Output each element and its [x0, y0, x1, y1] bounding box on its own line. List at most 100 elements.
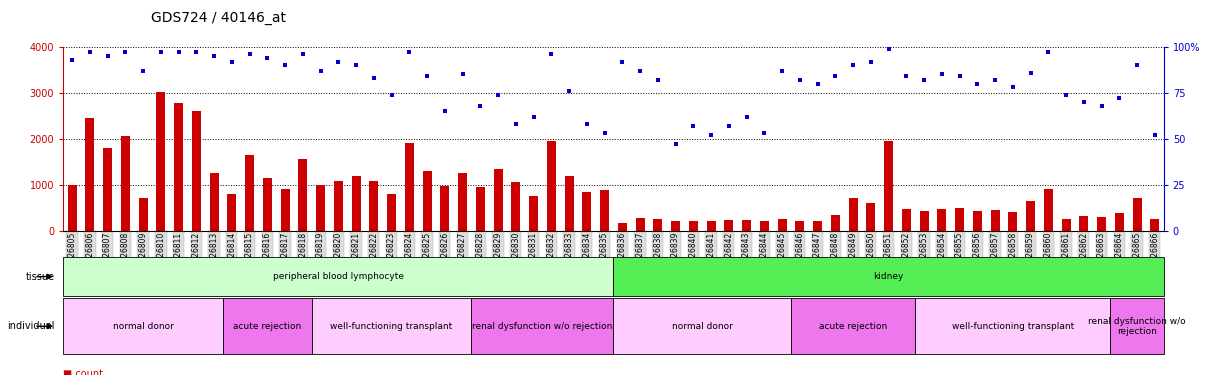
Bar [1062, 219, 1070, 231]
Text: individual: individual [7, 321, 55, 331]
Bar [564, 176, 574, 231]
Bar [192, 111, 201, 231]
Point [223, 58, 242, 64]
Text: peripheral blood lymphocyte: peripheral blood lymphocyte [272, 272, 404, 281]
Bar [955, 208, 964, 231]
Point [489, 92, 508, 98]
Text: tissue: tissue [26, 272, 55, 282]
Bar [246, 155, 254, 231]
Point [506, 121, 525, 127]
Point [844, 62, 863, 68]
Bar [103, 148, 112, 231]
Point [985, 77, 1004, 83]
Bar [831, 214, 840, 231]
Bar [778, 219, 787, 231]
Text: acute rejection: acute rejection [233, 322, 302, 331]
Point [1092, 103, 1111, 109]
Bar [902, 210, 911, 231]
Bar [795, 221, 804, 231]
Bar [742, 220, 751, 231]
Bar [157, 92, 165, 231]
Bar [405, 143, 413, 231]
Text: kidney: kidney [873, 272, 903, 281]
Point [417, 73, 437, 79]
Point [204, 53, 224, 59]
Bar [512, 182, 520, 231]
Bar [1132, 198, 1142, 231]
Bar [1080, 216, 1088, 231]
Bar [671, 220, 680, 231]
Point [134, 68, 153, 74]
Point [630, 68, 649, 74]
Point [737, 114, 756, 120]
Point [1003, 84, 1023, 90]
Point [772, 68, 792, 74]
Bar [387, 194, 396, 231]
Bar [316, 185, 325, 231]
Bar [351, 176, 360, 231]
Point [1127, 62, 1147, 68]
Point [719, 123, 738, 129]
Text: normal donor: normal donor [671, 322, 733, 331]
Point [613, 58, 632, 64]
Bar [458, 173, 467, 231]
Point [879, 46, 899, 52]
Bar [227, 194, 236, 231]
Point [169, 50, 188, 55]
Text: renal dysfunction w/o
rejection: renal dysfunction w/o rejection [1088, 316, 1186, 336]
Bar [68, 185, 77, 231]
Bar [991, 210, 1000, 231]
Bar [1115, 213, 1124, 231]
Point [62, 57, 81, 63]
Bar [653, 219, 663, 231]
Point [595, 130, 614, 136]
Text: ■ count: ■ count [63, 369, 103, 375]
Bar [120, 136, 130, 231]
Point [914, 77, 934, 83]
Text: well-functioning transplant: well-functioning transplant [331, 322, 452, 331]
Point [1074, 99, 1093, 105]
Point [311, 68, 331, 74]
Bar [884, 141, 893, 231]
Point [666, 141, 686, 147]
Point [97, 53, 117, 59]
Point [1038, 50, 1058, 55]
Point [258, 55, 277, 61]
Point [541, 51, 561, 57]
Point [1145, 132, 1165, 138]
Text: GDS724 / 40146_at: GDS724 / 40146_at [151, 11, 287, 25]
Point [240, 51, 259, 57]
Point [702, 132, 721, 138]
Point [471, 103, 490, 109]
Bar [706, 221, 715, 231]
Bar [1150, 219, 1159, 231]
Point [648, 77, 668, 83]
Bar [298, 159, 308, 231]
Bar [938, 209, 946, 231]
Point [293, 51, 313, 57]
Bar [529, 196, 537, 231]
Point [524, 114, 544, 120]
Bar [973, 211, 981, 231]
Point [275, 62, 294, 68]
Point [950, 73, 969, 79]
Bar [689, 221, 698, 231]
Bar [547, 141, 556, 231]
Bar [1097, 217, 1107, 231]
Bar [423, 171, 432, 231]
Bar [601, 190, 609, 231]
Point [328, 58, 348, 64]
Bar [370, 181, 378, 231]
Point [116, 50, 135, 55]
Bar [1008, 212, 1018, 231]
Bar [334, 181, 343, 231]
Bar [85, 118, 95, 231]
Point [80, 50, 100, 55]
Bar [494, 169, 502, 231]
Point [755, 130, 775, 136]
Point [807, 81, 827, 87]
Bar [814, 220, 822, 231]
Point [578, 121, 597, 127]
Bar [919, 211, 929, 231]
Bar [618, 223, 626, 231]
